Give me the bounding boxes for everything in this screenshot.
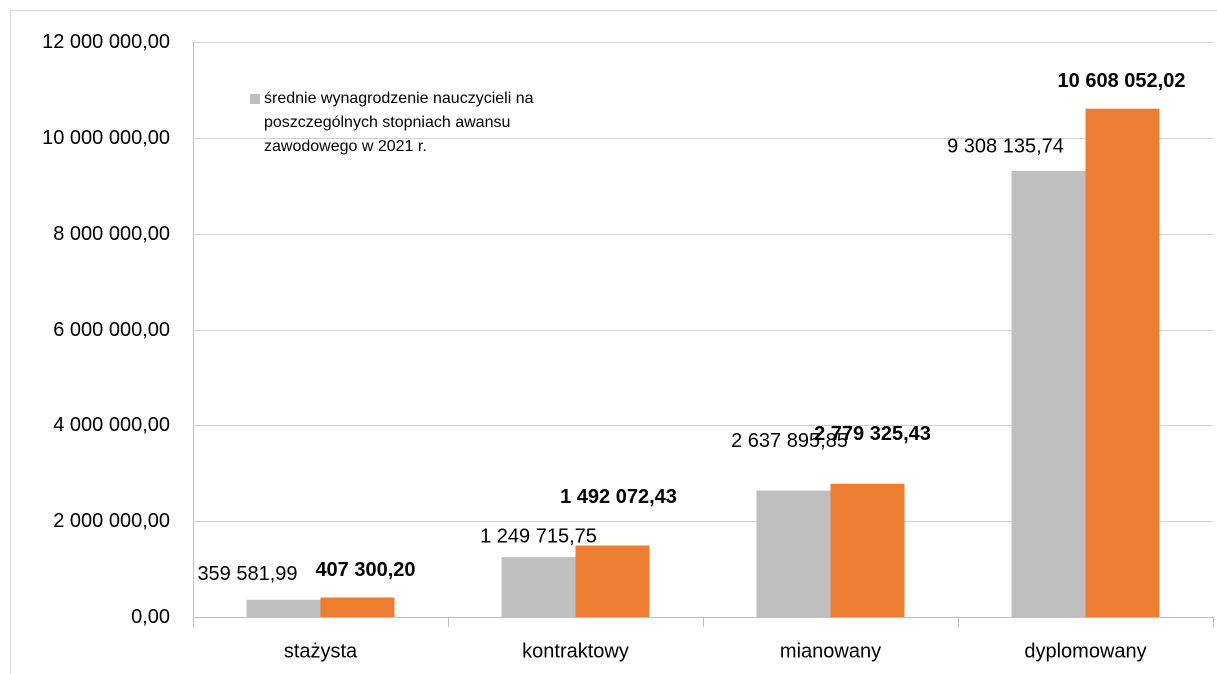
data-label: 1 492 072,43 (560, 486, 677, 508)
y-tick-label: 2 000 000,00 (53, 510, 170, 532)
y-tick-label: 0,00 (131, 606, 170, 628)
y-tick-label: 6 000 000,00 (53, 319, 170, 341)
bar (756, 490, 831, 617)
legend-label: średnie wynagrodzenie nauczycieli na pos… (264, 90, 534, 155)
x-tick-label: kontraktowy (522, 640, 629, 662)
x-tick-label: mianowany (780, 640, 881, 662)
bar (1085, 108, 1160, 617)
y-tick-label: 10 000 000,00 (42, 127, 170, 149)
data-label: 2 637 895,85 (731, 430, 848, 452)
x-tick-label: dyplomowany (1024, 640, 1146, 662)
data-label: 407 300,20 (315, 559, 415, 581)
y-tick-label: 4 000 000,00 (53, 414, 170, 436)
legend: średnie wynagrodzenie nauczycieli na pos… (250, 87, 550, 159)
x-tick-label: stażysta (284, 640, 358, 662)
bar (501, 557, 576, 617)
data-label: 1 249 715,75 (480, 525, 597, 547)
data-label: 10 608 052,02 (1058, 70, 1186, 92)
bar (246, 599, 321, 617)
data-label: 9 308 135,74 (947, 135, 1064, 157)
bar (320, 597, 395, 617)
bar (1011, 170, 1086, 617)
y-tick-label: 8 000 000,00 (53, 223, 170, 245)
bar (830, 483, 905, 617)
legend-swatch (250, 94, 260, 104)
data-label: 359 581,99 (197, 563, 297, 585)
data-label: 2 779 325,43 (814, 423, 931, 445)
y-tick-label: 12 000 000,00 (42, 31, 170, 53)
bar (575, 545, 650, 617)
